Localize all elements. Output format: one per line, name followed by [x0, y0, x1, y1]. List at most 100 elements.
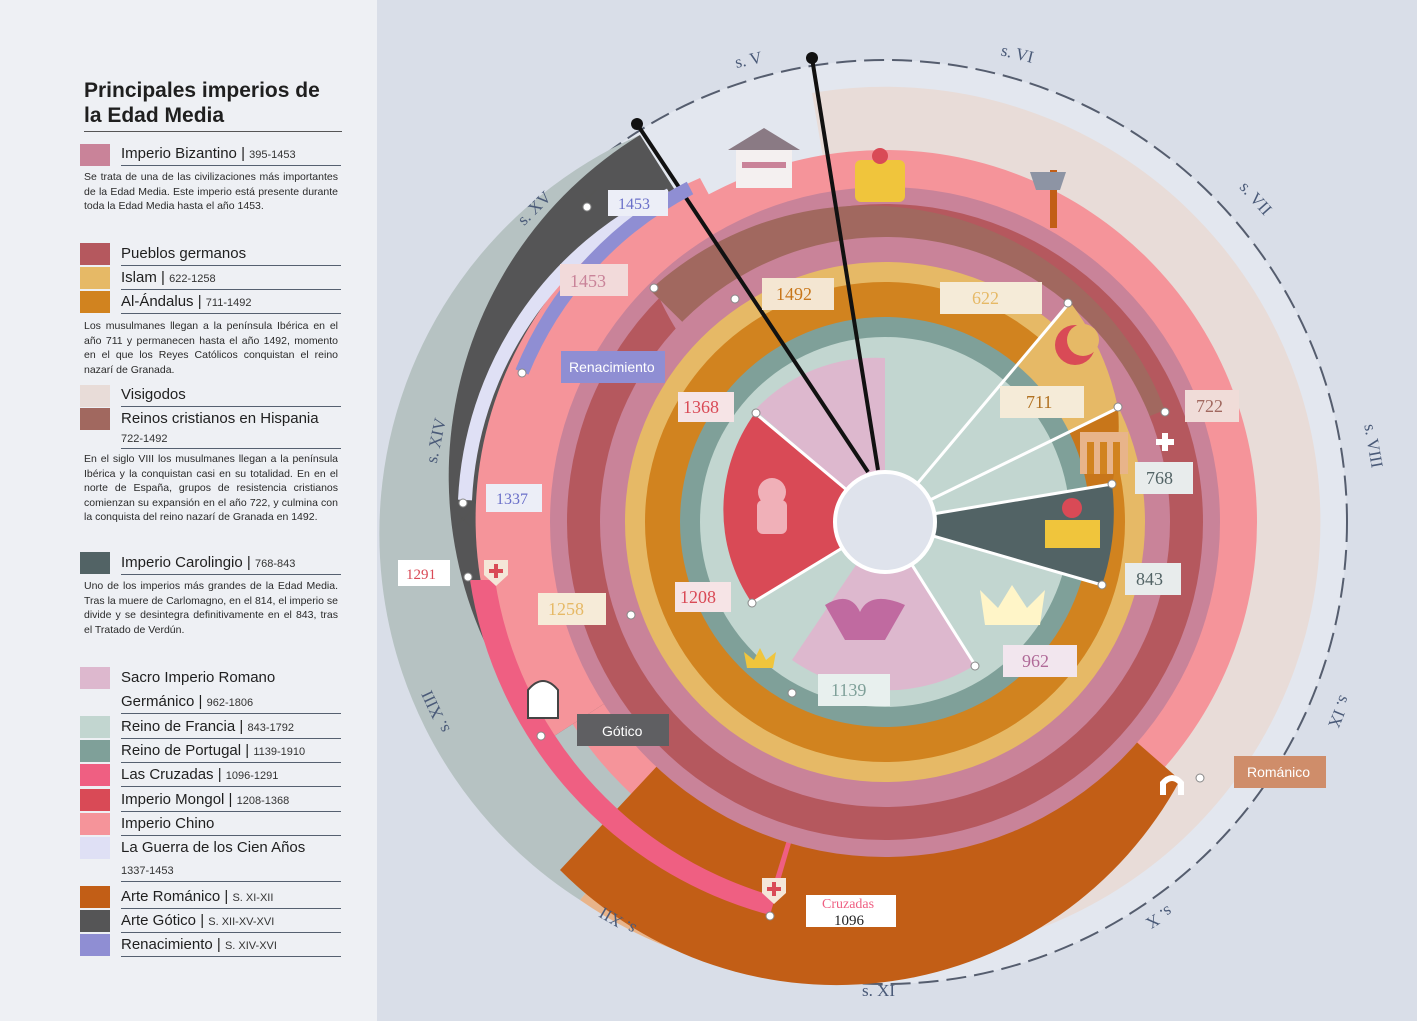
legend-item-germanos: Pueblos germanos [121, 243, 341, 266]
swords-icon [455, 189, 597, 527]
year-1492: 1492 [776, 284, 812, 304]
legend-swatch-francia [80, 716, 110, 738]
dial-dashed-ring [422, 59, 1348, 985]
legend-swatch-alandalus [80, 291, 110, 313]
double-eagle-icon [825, 598, 905, 640]
legend-item-islam: Islam | 622-1258 [121, 267, 341, 290]
year-768: 768 [1146, 468, 1173, 488]
crescent-icon [1055, 324, 1099, 365]
legend-swatch-islam [80, 267, 110, 289]
year-1096: 1096 [834, 913, 865, 929]
year-711: 711 [1026, 392, 1052, 412]
year-722: 722 [1196, 396, 1223, 416]
year-1453-bizantino: 1453 [570, 271, 606, 291]
crown-icon [855, 148, 905, 202]
carolingian-crown-icon [1045, 498, 1100, 548]
connector-dots [458, 202, 1205, 921]
year-1368: 1368 [683, 397, 719, 417]
year-1139: 1139 [831, 680, 866, 700]
legend-swatch-chino [80, 813, 110, 835]
legend-item-cien: La Guerra de los Cien Años [121, 839, 306, 856]
axe-icon [1030, 170, 1066, 228]
legend-item-chino: Imperio Chino [121, 813, 341, 836]
french-crown-icon [980, 585, 1045, 625]
century-label: s. X [1143, 902, 1176, 933]
legend-desc-bizantino: Se trata de una de las civilizaciones má… [84, 171, 338, 212]
legend-swatch-renacimiento [80, 934, 110, 956]
century-label: s. V [733, 48, 764, 72]
legend-swatch-mongol [80, 789, 110, 811]
legend-item-hispania: Reinos cristianos en Hispania [121, 410, 319, 427]
legend-swatch-portugal [80, 740, 110, 762]
year-1258: 1258 [548, 599, 584, 619]
legend-item-carolingio: Imperio Carolingio | 768-843 [121, 552, 341, 575]
pointer-s5 [810, 57, 880, 471]
renacimiento-tag-label: Renacimiento [569, 359, 655, 375]
sacro-upper-wedge [755, 357, 885, 522]
legend-desc-carolingio: Uno de los imperios más grandes de la Ed… [84, 580, 338, 636]
small-crown-icon [744, 648, 776, 668]
legend-swatch-cruzadas [80, 764, 110, 786]
crusader-shield-icon [484, 560, 786, 904]
legend-swatch-sacro [80, 667, 110, 689]
pointer-dot-s5 [806, 52, 818, 64]
cross-icon [1156, 433, 1174, 451]
century-label: s. XI [862, 981, 895, 1000]
legend-panel: Principales imperios de la Edad Media Im… [0, 0, 377, 1021]
romanico-tag-label: Románico [1247, 764, 1310, 780]
century-label: s. VII [1236, 178, 1276, 220]
century-label: s. VI [999, 41, 1036, 67]
legend-item-sacro-line1: Sacro Imperio Romano [121, 669, 276, 686]
romanesque-arch-icon [1160, 775, 1184, 795]
timeline-wheel: s. V s. VI s. VII s. VIII s. IX s. X s. … [379, 41, 1387, 1000]
arches-icon [1080, 432, 1128, 474]
legend-item-renacimiento: Renacimiento | S. XIV-XVI [121, 934, 341, 957]
legend-range-cien: 1337-1453 [121, 861, 341, 882]
year-1337: 1337 [496, 491, 528, 508]
century-label: s. VIII [1360, 423, 1386, 470]
year-1453-renacimiento: 1453 [618, 196, 650, 213]
legend-swatch-bizantino [80, 144, 110, 166]
legend-item-romanico: Arte Románico | S. XI-XII [121, 886, 341, 909]
legend-swatch-hispania [80, 408, 110, 430]
tag-cruzadas: Cruzadas [822, 897, 874, 912]
pointer-dot-s15 [631, 118, 643, 130]
legend-item-gotico: Arte Gótico | S. XII-XV-XVI [121, 910, 341, 933]
cien-anos-arc [458, 188, 673, 501]
year-622: 622 [972, 288, 999, 308]
center-disc [833, 470, 937, 574]
legend-swatch-germanos [80, 243, 110, 265]
pointer-s15 [635, 122, 870, 474]
legend-desc-hispania: En el siglo VIII los musulmanes llegan a… [84, 453, 338, 523]
year-843: 843 [1136, 569, 1163, 589]
renacimiento-tag [561, 351, 665, 383]
legend-swatch-gotico [80, 910, 110, 932]
legend-range-hispania: 722-1492 [121, 430, 341, 449]
pagoda-icon [728, 128, 800, 188]
year-labels: 1453 1453 1492 622 711 722 768 843 962 1… [398, 190, 1239, 929]
mongol-warrior-icon [757, 478, 787, 534]
legend-item-cruzadas: Las Cruzadas | 1096-1291 [121, 764, 341, 787]
legend-swatch-romanico [80, 886, 110, 908]
legend-item-mongol: Imperio Mongol | 1208-1368 [121, 789, 341, 812]
legend-item-alandalus: Al-Ándalus | 711-1492 [121, 291, 341, 314]
legend-swatch-cien [80, 837, 110, 859]
legend-item-sacro-line2: Germánico | 962-1806 [121, 691, 341, 714]
gotico-tag [577, 714, 669, 746]
year-962: 962 [1022, 651, 1049, 671]
legend-item-francia: Reino de Francia | 843-1792 [121, 716, 341, 739]
legend-swatch-carolingio [80, 552, 110, 574]
year-1208: 1208 [680, 587, 716, 607]
carolingio-wedge [885, 484, 1114, 585]
gotico-tag-label: Gótico [602, 723, 643, 739]
legend-item-visigodos: Visigodos [121, 384, 341, 407]
romanico-tag [1234, 756, 1326, 788]
century-label: s. IX [1324, 693, 1354, 731]
page-title: Principales imperios de la Edad Media [84, 78, 342, 132]
mongol-wedge [723, 413, 885, 603]
legend-item-bizantino: Imperio Bizantino | 395-1453 [121, 143, 341, 166]
legend-item-portugal: Reino de Portugal | 1139-1910 [121, 740, 341, 763]
gothic-window-icon [527, 680, 559, 719]
year-1291: 1291 [406, 567, 436, 583]
legend-desc-alandalus: Los musulmanes llegan a la península Ibé… [84, 320, 338, 376]
